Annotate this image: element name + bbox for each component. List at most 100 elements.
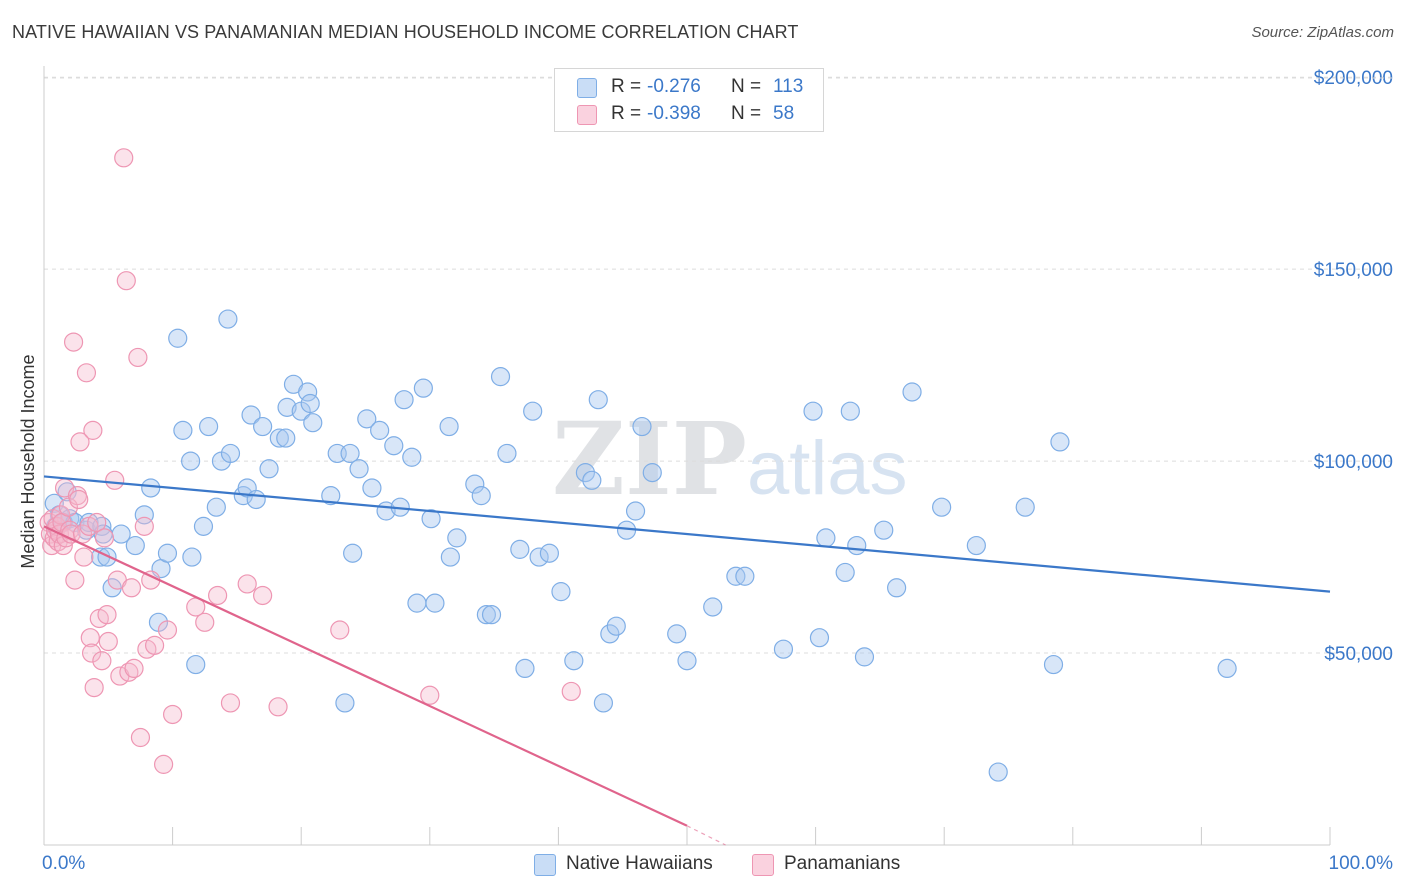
- n-label: N =: [731, 103, 762, 124]
- data-point-panamanians: [84, 677, 104, 698]
- trend-line-panamanians: [43, 525, 688, 827]
- data-point-native-hawaiians: [490, 367, 511, 387]
- data-point-native-hawaiians: [606, 616, 626, 636]
- data-point-native-hawaiians: [515, 658, 535, 679]
- data-point-native-hawaiians: [218, 309, 238, 329]
- data-point-native-hawaiians: [277, 397, 297, 417]
- data-point-native-hawaiians: [421, 509, 441, 529]
- data-point-native-hawaiians: [303, 413, 323, 433]
- y-axis-label: Median Household Income: [18, 354, 38, 568]
- data-point-native-hawaiians: [588, 390, 608, 410]
- data-point-native-hawaiians: [1043, 654, 1064, 675]
- data-point-native-hawaiians: [510, 539, 530, 559]
- data-point-native-hawaiians: [667, 624, 687, 644]
- data-point-panamanians: [98, 631, 118, 652]
- data-point-panamanians: [153, 754, 174, 774]
- legend-label: Panamanians: [784, 853, 901, 874]
- data-point-native-hawaiians: [887, 578, 907, 598]
- trend-line-native-hawaiians: [43, 475, 1331, 593]
- data-point-panamanians: [121, 578, 142, 598]
- data-point-native-hawaiians: [413, 378, 433, 398]
- data-point-panamanians: [69, 489, 89, 510]
- data-point-native-hawaiians: [773, 639, 794, 659]
- data-point-native-hawaiians: [125, 535, 145, 556]
- data-point-native-hawaiians: [529, 547, 549, 567]
- data-point-native-hawaiians: [340, 443, 360, 464]
- data-point-native-hawaiians: [735, 566, 755, 586]
- data-point-panamanians: [330, 620, 350, 640]
- data-point-native-hawaiians: [575, 463, 596, 483]
- data-point-native-hawaiians: [1015, 497, 1035, 517]
- data-point-native-hawaiians: [97, 547, 117, 567]
- data-point-panamanians: [195, 612, 215, 632]
- data-point-native-hawaiians: [471, 486, 491, 506]
- data-point-native-hawaiians: [134, 505, 154, 525]
- data-point-native-hawaiians: [465, 474, 485, 494]
- data-point-panamanians: [116, 271, 136, 291]
- data-point-native-hawaiians: [362, 478, 382, 498]
- data-point-panamanians: [80, 628, 100, 648]
- data-point-native-hawaiians: [703, 597, 723, 617]
- data-point-panamanians: [124, 658, 144, 679]
- data-point-panamanians: [94, 528, 115, 548]
- data-point-panamanians: [128, 347, 148, 368]
- watermark: ZIPatlas: [552, 400, 908, 518]
- data-point-native-hawaiians: [677, 651, 697, 671]
- n-label: N =: [731, 76, 762, 97]
- data-point-native-hawaiians: [394, 390, 414, 410]
- data-point-panamanians: [220, 693, 241, 713]
- data-point-native-hawaiians: [497, 443, 517, 464]
- data-point-native-hawaiians: [551, 582, 571, 602]
- data-point-panamanians: [268, 697, 288, 717]
- data-point-native-hawaiians: [157, 543, 178, 563]
- data-point-native-hawaiians: [349, 459, 369, 479]
- data-point-panamanians: [163, 704, 183, 725]
- data-point-native-hawaiians: [642, 463, 662, 483]
- chart-title: NATIVE HAWAIIAN VS PANAMANIAN MEDIAN HOU…: [12, 22, 799, 42]
- data-point-native-hawaiians: [402, 447, 422, 467]
- data-point-native-hawaiians: [253, 416, 273, 437]
- y-tick-label: $150,000: [1314, 260, 1393, 281]
- data-point-panamanians: [119, 662, 139, 682]
- data-point-native-hawaiians: [439, 416, 459, 437]
- data-point-native-hawaiians: [298, 382, 318, 402]
- data-point-native-hawaiians: [241, 405, 261, 425]
- data-point-native-hawaiians: [181, 451, 201, 471]
- data-point-panamanians: [114, 148, 134, 168]
- data-point-native-hawaiians: [902, 382, 922, 402]
- y-tick-label: $50,000: [1324, 644, 1393, 665]
- data-point-native-hawaiians: [425, 593, 445, 613]
- chart-source: Source: ZipAtlas.com: [1251, 24, 1394, 41]
- data-point-native-hawaiians: [632, 416, 652, 437]
- data-point-panamanians: [51, 505, 71, 525]
- y-tick-label: $200,000: [1314, 68, 1393, 89]
- data-point-native-hawaiians: [246, 489, 266, 510]
- data-point-native-hawaiians: [593, 693, 614, 713]
- data-point-panamanians: [105, 470, 125, 490]
- data-point-native-hawaiians: [182, 547, 202, 567]
- n-value: 58: [773, 103, 795, 124]
- stats-legend: R = -0.276 N = 113 R = -0.398 N = 58: [554, 68, 824, 132]
- data-point-native-hawaiians: [1050, 432, 1070, 452]
- x-tick-label: 100.0%: [1329, 853, 1394, 874]
- data-point-native-hawaiians: [384, 436, 404, 456]
- data-point-native-hawaiians: [269, 428, 289, 448]
- data-point-native-hawaiians: [370, 420, 390, 440]
- data-point-native-hawaiians: [816, 528, 836, 548]
- data-point-native-hawaiians: [481, 605, 502, 625]
- data-point-native-hawaiians: [847, 535, 867, 556]
- legend-swatch-native-hawaiians: [577, 78, 597, 98]
- data-point-native-hawaiians: [966, 535, 986, 556]
- data-point-native-hawaiians: [173, 420, 193, 440]
- data-point-native-hawaiians: [840, 401, 860, 421]
- data-point-native-hawaiians: [321, 486, 341, 506]
- data-point-panamanians: [130, 727, 151, 748]
- data-point-native-hawaiians: [276, 428, 296, 448]
- data-point-native-hawaiians: [874, 520, 894, 540]
- data-point-panamanians: [561, 681, 581, 702]
- data-point-panamanians: [97, 605, 117, 625]
- trend-extension-panamanians: [686, 825, 726, 846]
- data-point-panamanians: [92, 651, 112, 671]
- data-point-panamanians: [134, 516, 154, 536]
- legend-label: Native Hawaiians: [566, 853, 713, 874]
